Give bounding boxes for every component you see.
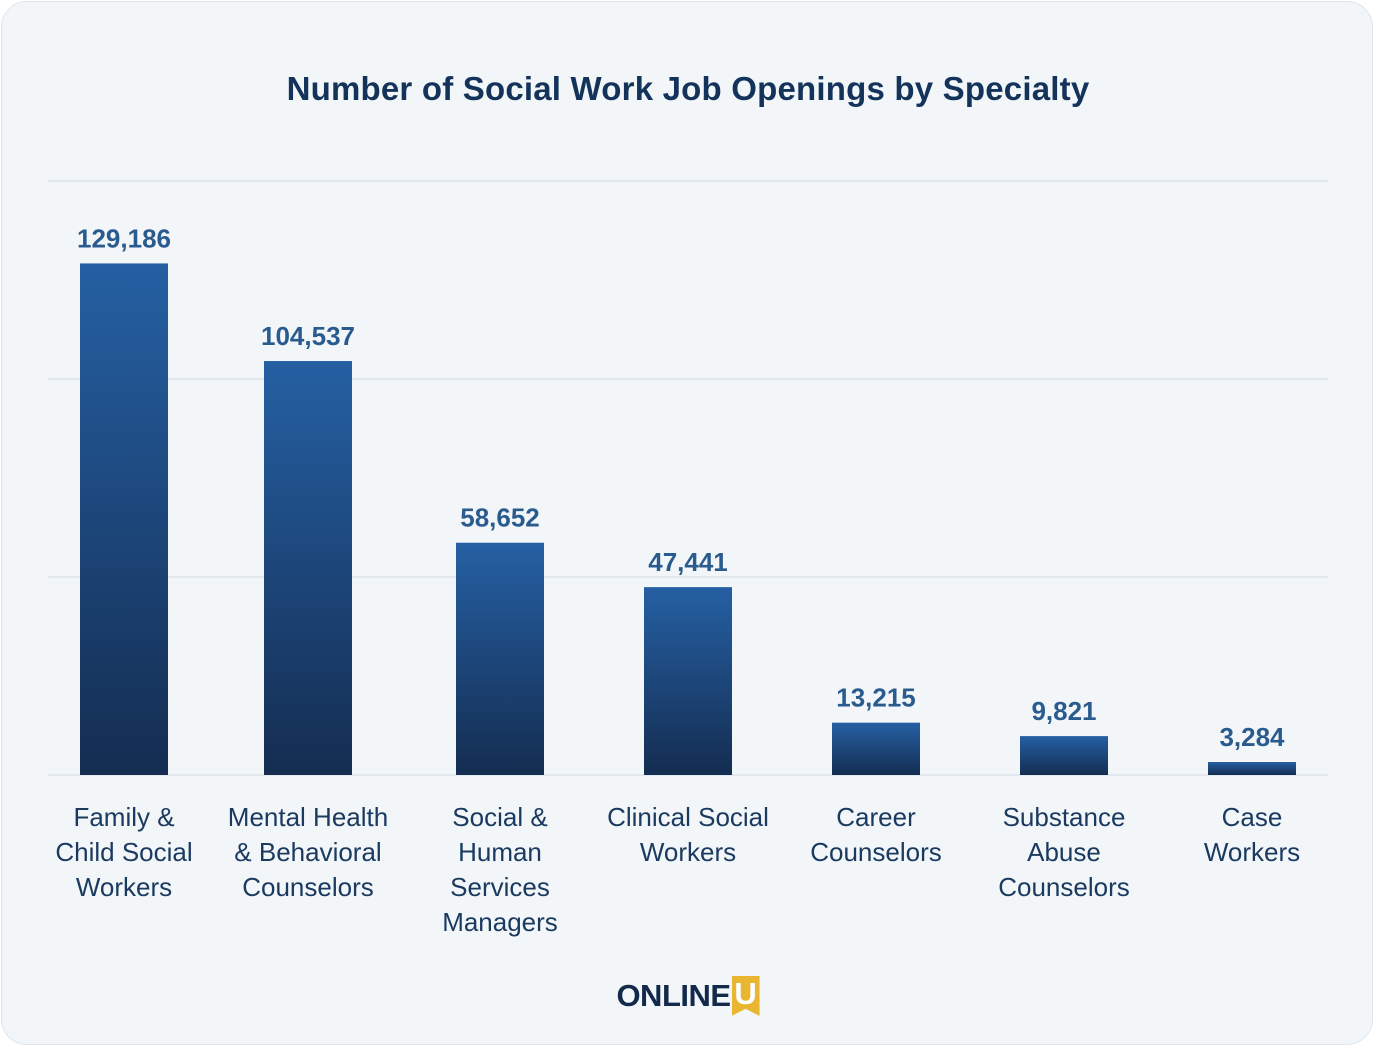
bar-value-label: 13,215 — [836, 683, 916, 713]
category-label-line: Managers — [442, 907, 558, 937]
category-label-line: Child Social — [55, 837, 193, 867]
bar — [832, 722, 920, 775]
category-label-line: & Behavioral — [234, 837, 382, 867]
bar-value-label: 104,537 — [261, 321, 355, 351]
bar — [1208, 761, 1296, 775]
category-label-line: Workers — [75, 872, 173, 902]
category-label-line: Family & — [73, 802, 175, 832]
bar-value-label: 47,441 — [648, 547, 728, 577]
category-label-line: Counselors — [810, 837, 942, 867]
category-label: Mental Health & Behavioral Counselors — [213, 800, 403, 905]
logo-badge: U — [731, 976, 760, 1016]
category-label-line: Substance — [1002, 802, 1126, 832]
category-label-line: Career — [836, 802, 916, 832]
category-label-line: Mental Health — [227, 802, 389, 832]
logo-badge-letter: U — [734, 976, 757, 1011]
bar — [1020, 736, 1108, 775]
category-label: Career Counselors — [781, 800, 971, 870]
category-label-line: Social & — [452, 802, 548, 832]
onlineu-logo: ONLINE U — [0, 976, 1376, 1020]
logo-text: ONLINE — [616, 978, 731, 1013]
bar — [644, 587, 732, 775]
category-label: Social & Human Services Managers — [405, 800, 595, 940]
chart-title: Number of Social Work Job Openings by Sp… — [286, 70, 1090, 107]
category-label: Clinical Social Workers — [593, 800, 783, 870]
category-label-line: Counselors — [242, 872, 374, 902]
bar-value-label: 129,186 — [77, 223, 171, 253]
category-label-line: Workers — [1203, 837, 1301, 867]
category-label-line: Case — [1221, 802, 1283, 832]
bar — [456, 542, 544, 775]
category-label-line: Human — [458, 837, 542, 867]
bars — [80, 263, 1296, 775]
bar — [264, 361, 352, 775]
category-label: Family & Child Social Workers — [29, 800, 219, 905]
bar — [80, 263, 168, 775]
category-label-line: Counselors — [998, 872, 1130, 902]
value-labels: 129,186 104,537 58,652 47,441 13,215 9,821 3,2… — [77, 223, 1285, 752]
bar-value-label: 58,652 — [460, 503, 540, 533]
bar-value-label: 9,821 — [1031, 696, 1096, 726]
bar-value-label: 3,284 — [1219, 722, 1285, 752]
category-label: Substance Abuse Counselors — [969, 800, 1159, 905]
category-label-line: Workers — [639, 837, 737, 867]
category-label-line: Clinical Social — [607, 802, 769, 832]
category-label: Case Workers — [1157, 800, 1347, 870]
category-label-line: Services — [450, 872, 550, 902]
category-label-line: Abuse — [1027, 837, 1101, 867]
